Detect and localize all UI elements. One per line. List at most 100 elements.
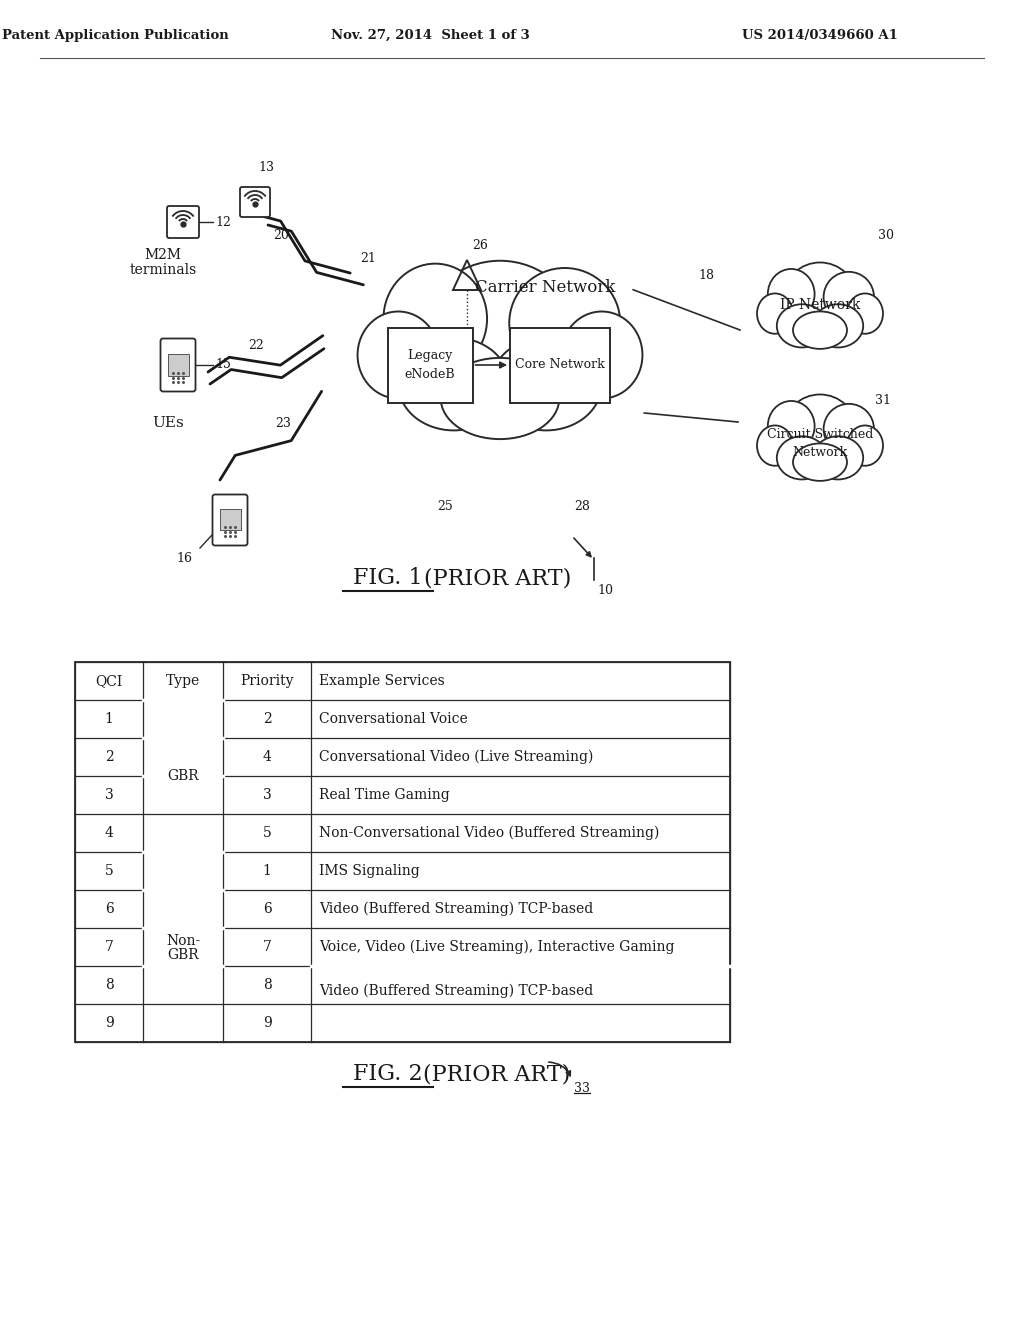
Ellipse shape [509,268,621,379]
Text: 30: 30 [878,228,894,242]
Text: Patent Application Publication: Patent Application Publication [2,29,228,41]
Text: 26: 26 [472,239,487,252]
Text: terminals: terminals [129,263,197,277]
FancyBboxPatch shape [168,354,188,376]
Text: Conversational Video (Live Streaming): Conversational Video (Live Streaming) [319,750,593,764]
Ellipse shape [490,338,602,430]
Ellipse shape [793,444,847,480]
Ellipse shape [757,293,793,334]
Text: 2: 2 [262,711,271,726]
Text: 28: 28 [574,500,590,513]
Text: 6: 6 [104,902,114,916]
Text: (PRIOR ART): (PRIOR ART) [423,1063,570,1085]
Text: 20: 20 [273,228,289,242]
Text: 3: 3 [104,788,114,803]
Ellipse shape [793,312,847,348]
Text: Core Network: Core Network [515,359,605,371]
Text: UEs: UEs [153,416,184,430]
Text: Type: Type [166,675,200,688]
Ellipse shape [823,404,874,454]
Text: Video (Buffered Streaming) TCP-based: Video (Buffered Streaming) TCP-based [319,983,593,998]
Text: 6: 6 [262,902,271,916]
FancyArrowPatch shape [549,1063,570,1076]
Text: Example Services: Example Services [319,675,444,688]
FancyBboxPatch shape [387,327,472,403]
Ellipse shape [768,269,815,319]
Text: 9: 9 [104,1016,114,1030]
Text: Legacy: Legacy [408,348,453,362]
FancyBboxPatch shape [161,338,196,392]
Text: 3: 3 [262,788,271,803]
Ellipse shape [777,436,827,479]
Text: 21: 21 [360,252,376,265]
Ellipse shape [847,293,883,334]
Text: 9: 9 [262,1016,271,1030]
Text: 7: 7 [262,940,271,954]
Text: (PRIOR ART): (PRIOR ART) [424,568,571,589]
Text: QCI: QCI [95,675,123,688]
Ellipse shape [813,436,863,479]
Text: 13: 13 [258,161,274,174]
Text: eNodeB: eNodeB [404,368,456,381]
Text: 1: 1 [104,711,114,726]
Text: Network: Network [793,446,848,458]
FancyBboxPatch shape [213,495,248,545]
Text: 31: 31 [874,393,891,407]
FancyBboxPatch shape [167,206,199,238]
Text: IP Network: IP Network [780,298,860,312]
Ellipse shape [847,425,883,466]
FancyBboxPatch shape [75,663,730,1041]
Text: 4: 4 [262,750,271,764]
Text: 23: 23 [275,417,291,430]
Text: 8: 8 [104,978,114,993]
Ellipse shape [757,425,793,466]
FancyBboxPatch shape [219,510,241,531]
Text: 15: 15 [215,359,230,371]
Text: 25: 25 [437,500,453,513]
Ellipse shape [777,304,827,347]
Text: 22: 22 [248,339,264,352]
Text: 5: 5 [104,865,114,878]
Ellipse shape [784,395,856,463]
Text: US 2014/0349660 A1: US 2014/0349660 A1 [742,29,898,41]
Text: Video (Buffered Streaming) TCP-based: Video (Buffered Streaming) TCP-based [319,902,593,916]
Ellipse shape [422,261,578,405]
Ellipse shape [823,272,874,322]
Text: 7: 7 [104,940,114,954]
Text: Circuit Switched: Circuit Switched [767,428,873,441]
Ellipse shape [768,401,815,451]
Text: Carrier Network: Carrier Network [475,279,615,296]
Text: 12: 12 [215,215,230,228]
Text: 18: 18 [698,269,714,282]
Ellipse shape [561,312,642,399]
Ellipse shape [383,264,487,374]
Text: 4: 4 [104,826,114,840]
Ellipse shape [784,263,856,331]
Text: Non-Conversational Video (Buffered Streaming): Non-Conversational Video (Buffered Strea… [319,826,659,841]
Text: Priority: Priority [241,675,294,688]
Text: 33: 33 [574,1082,590,1096]
Text: FIG. 2: FIG. 2 [353,1063,423,1085]
Text: 5: 5 [262,826,271,840]
Text: Real Time Gaming: Real Time Gaming [319,788,450,803]
Text: Nov. 27, 2014  Sheet 1 of 3: Nov. 27, 2014 Sheet 1 of 3 [331,29,529,41]
Text: 16: 16 [176,552,193,565]
Ellipse shape [398,338,509,430]
Text: 2: 2 [104,750,114,764]
Text: Voice, Video (Live Streaming), Interactive Gaming: Voice, Video (Live Streaming), Interacti… [319,940,675,954]
Text: Conversational Voice: Conversational Voice [319,711,468,726]
Text: FIG. 1: FIG. 1 [353,568,423,589]
FancyBboxPatch shape [510,327,610,403]
Text: 10: 10 [597,583,613,597]
Text: IMS Signaling: IMS Signaling [319,865,420,878]
Text: Non-: Non- [166,935,200,948]
Ellipse shape [813,304,863,347]
Text: 8: 8 [262,978,271,993]
Ellipse shape [357,312,439,399]
Text: GBR: GBR [167,948,199,962]
Ellipse shape [440,358,559,440]
Text: M2M: M2M [144,248,181,261]
Text: GBR: GBR [167,770,199,783]
Text: 1: 1 [262,865,271,878]
FancyBboxPatch shape [240,187,270,216]
